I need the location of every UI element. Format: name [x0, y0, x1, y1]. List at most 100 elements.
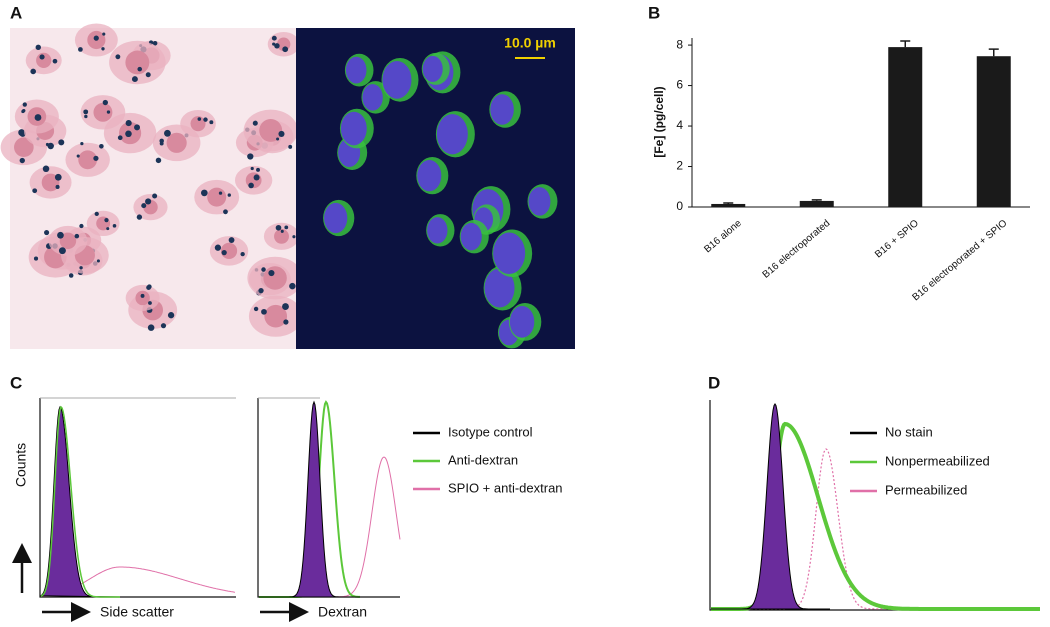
legend-label: No stain [885, 424, 933, 439]
nucleus [382, 61, 412, 99]
iron-dot [145, 198, 152, 205]
c-ylabel: Counts [13, 443, 29, 487]
iron-dot [35, 44, 41, 51]
iron-dot [125, 120, 132, 127]
legend-label: Isotype control [448, 424, 533, 439]
iron-dot [253, 306, 259, 312]
x-tick-label: B16 electroporated [761, 218, 833, 281]
iron-dot [276, 137, 280, 141]
iron-dot [94, 211, 99, 217]
iron-dot [167, 312, 175, 319]
iron-dot [288, 144, 293, 149]
nucleus [259, 119, 283, 142]
y-tick-label: 4 [676, 118, 683, 132]
nucleus [207, 187, 227, 207]
nucleus [59, 232, 77, 250]
iron-dot [74, 233, 80, 239]
brightfield-cells [0, 23, 303, 337]
iron-dot [106, 110, 111, 114]
iron-dot [32, 188, 38, 194]
iron-dot [131, 76, 138, 83]
error-bar [900, 40, 911, 48]
iron-dot [282, 303, 289, 311]
iron-dot [271, 35, 277, 41]
iron-dot [152, 193, 158, 199]
x-tick-label: B16 electroporated + SPIO [911, 218, 1010, 304]
iron-dot [30, 68, 37, 75]
bar [976, 56, 1011, 207]
iron-dot [272, 42, 276, 46]
iron-dot [34, 114, 42, 121]
iron-dot [252, 120, 258, 126]
y-tick-label: 6 [676, 78, 683, 92]
iron-dot [284, 225, 289, 230]
iron-dot [104, 218, 109, 223]
iron-dot [83, 109, 89, 115]
nucleus [41, 173, 60, 192]
curve [711, 403, 830, 610]
iron-dot [253, 174, 260, 181]
nucleus [490, 94, 514, 125]
iron-dot [197, 117, 202, 121]
nucleus [93, 102, 113, 122]
iron-dot [112, 224, 117, 228]
iron-dot [137, 66, 143, 72]
iron-dot [209, 120, 214, 125]
iron-dot [148, 301, 152, 305]
nucleus [263, 266, 287, 290]
iron-dot [117, 135, 123, 141]
error-bar [723, 202, 734, 204]
iron-dot [33, 256, 39, 261]
nucleus [493, 232, 526, 275]
nucleus [484, 268, 515, 308]
scale-text: 10.0 µm [504, 35, 556, 51]
bar [711, 203, 746, 207]
iron-dot [93, 35, 99, 41]
x-tick-label: B16 alone [702, 218, 744, 256]
iron-dot [214, 244, 222, 251]
iron-dot [218, 191, 223, 195]
iron-dot [115, 54, 121, 60]
y-tick-label: 8 [676, 37, 683, 51]
iron-dot [102, 99, 108, 106]
iron-dot [275, 224, 282, 231]
nucleus [125, 50, 150, 75]
nucleus [324, 202, 348, 234]
iron-dot [140, 293, 145, 298]
y-axis-label: [Fe] (pg/cell) [652, 86, 666, 157]
iron-dot [58, 139, 65, 146]
iron-dot [22, 108, 26, 113]
iron-dot [102, 32, 106, 36]
iron-dot [164, 129, 171, 137]
iron-dot [203, 117, 208, 122]
iron-dot [52, 58, 58, 64]
iron-dot [42, 165, 50, 173]
iron-dot [58, 247, 66, 255]
legend-label: Nonpermeabilized [885, 453, 990, 468]
curve [259, 456, 401, 598]
iron-dot [79, 223, 84, 229]
iron-dot [54, 173, 62, 181]
fluorescence-cells [323, 51, 558, 349]
nucleus [190, 116, 206, 132]
c-xlabel: Side scatter [100, 604, 174, 620]
iron-dot [160, 323, 167, 329]
iron-dot [19, 157, 25, 164]
iron-dot [278, 130, 285, 137]
iron-dot [22, 102, 27, 107]
iron-dot [292, 235, 296, 239]
iron-dot [228, 237, 235, 243]
nucleus [345, 56, 367, 84]
nucleus [362, 84, 383, 111]
iron-dot [68, 273, 74, 278]
iron-dot [55, 184, 60, 189]
iron-dot [96, 259, 100, 263]
iron-dot [101, 47, 105, 51]
iron-dot [248, 182, 254, 189]
iron-dot [93, 155, 99, 161]
nucleus [135, 290, 150, 306]
curve [40, 405, 120, 598]
panel-label: B [648, 3, 660, 22]
iron-dot [268, 269, 275, 277]
